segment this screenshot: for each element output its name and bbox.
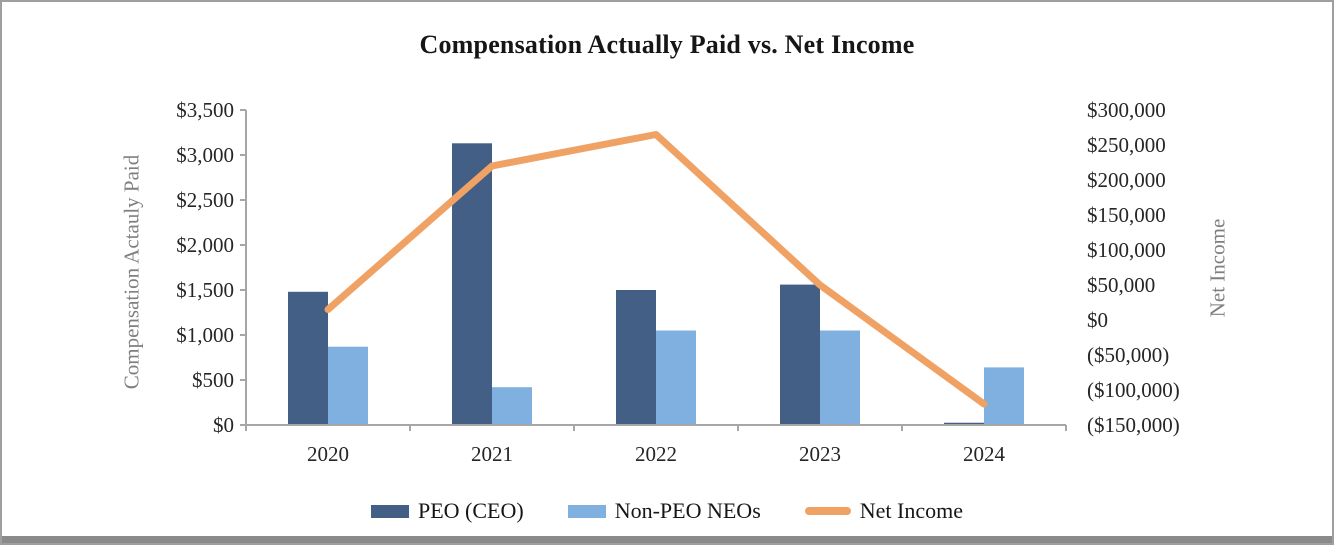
left-tick-label: $1,000 (176, 323, 234, 347)
bar-non-peo-neos-2020 (328, 346, 368, 425)
legend-label: Non-PEO NEOs (614, 498, 761, 523)
legend-label: PEO (CEO) (417, 498, 524, 523)
x-axis-label-2020: 2020 (307, 442, 349, 466)
bar-non-peo-neos-2022 (656, 330, 696, 425)
left-tick-label: $1,500 (176, 278, 234, 302)
right-tick-label: $50,000 (1087, 273, 1156, 297)
legend-item-non-peo-neos: Non-PEO NEOs (567, 498, 761, 524)
bar-peo-ceo--2023 (780, 284, 820, 425)
left-tick-label: $3,000 (176, 143, 234, 167)
legend-item-peo-ceo-: PEO (CEO) (370, 498, 524, 524)
x-axis-label-2024: 2024 (963, 442, 1005, 466)
line-net-income (324, 131, 988, 408)
bar-non-peo-neos-2023 (820, 330, 860, 425)
right-tick-label: ($100,000) (1087, 378, 1180, 402)
right-tick-label: $300,000 (1087, 98, 1166, 122)
bar-peo-ceo--2024 (944, 422, 984, 425)
bar-peo-ceo--2020 (288, 291, 328, 425)
right-tick-label: $200,000 (1087, 168, 1166, 192)
right-tick-label: $150,000 (1087, 203, 1166, 227)
x-axis-label-2023: 2023 (799, 442, 841, 466)
left-tick-label: $2,500 (176, 188, 234, 212)
legend-bar-swatch-icon (567, 504, 606, 518)
legend-line-swatch-icon (804, 507, 851, 515)
legend-item-net-income: Net Income (804, 498, 963, 524)
x-axis-label-2021: 2021 (471, 442, 513, 466)
right-tick-label: $0 (1087, 308, 1108, 332)
left-tick-label: $0 (213, 413, 234, 437)
left-tick-label: $500 (192, 368, 234, 392)
left-tick-label: $3,500 (176, 98, 234, 122)
legend-label: Net Income (859, 498, 963, 523)
bar-peo-ceo--2021 (452, 143, 492, 426)
legend: PEO (CEO) Non-PEO NEOs Net Income (2, 494, 1332, 528)
bar-peo-ceo--2022 (616, 290, 656, 425)
bottom-border-strip (2, 536, 1332, 543)
x-axis-label-2022: 2022 (635, 442, 677, 466)
bar-non-peo-neos-2024 (984, 367, 1024, 425)
bar-non-peo-neos-2021 (492, 387, 532, 425)
right-tick-label: ($150,000) (1087, 413, 1180, 437)
legend-bar-swatch-icon (370, 504, 409, 518)
right-tick-label: $100,000 (1087, 238, 1166, 262)
right-tick-label: ($50,000) (1087, 343, 1170, 367)
left-tick-label: $2,000 (176, 233, 234, 257)
chart-title: Compensation Actually Paid vs. Net Incom… (419, 30, 915, 59)
right-tick-label: $250,000 (1087, 133, 1166, 157)
